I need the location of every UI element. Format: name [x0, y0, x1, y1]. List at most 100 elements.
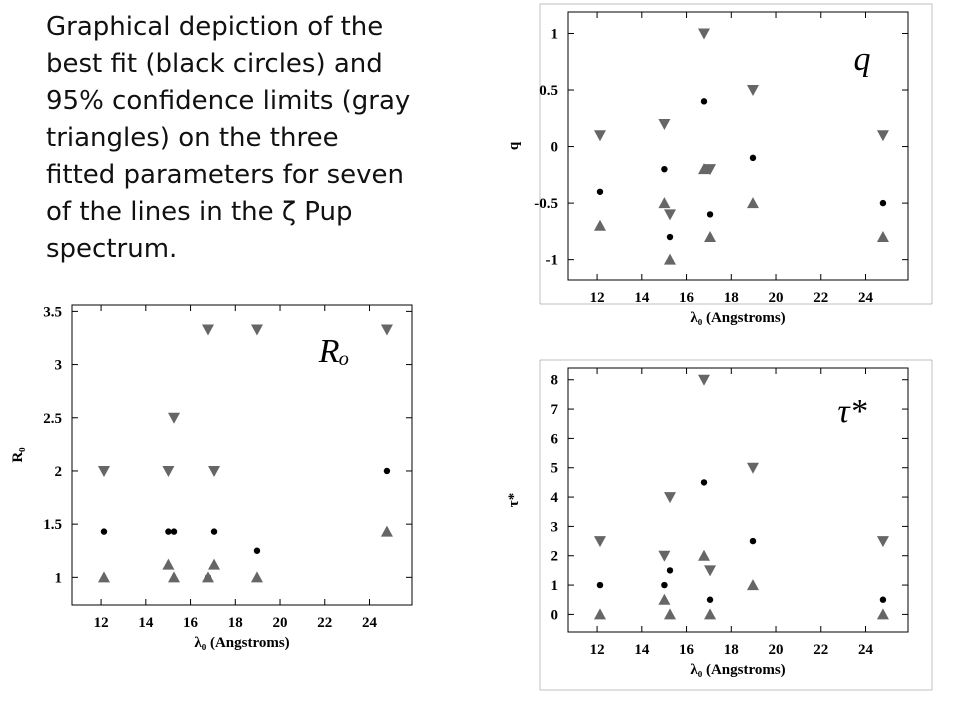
y-tick-label: 0	[551, 607, 559, 623]
upper-limit-point	[664, 209, 676, 221]
y-tick-label: 1.5	[43, 517, 62, 533]
lower-limit-point	[380, 525, 393, 537]
x-axis-label: λ₀ (Angstroms)	[690, 662, 785, 678]
best-fit-point	[666, 567, 674, 574]
caption-line: Graphical depiction of the	[46, 12, 383, 42]
y-tick-label: 6	[551, 431, 559, 447]
upper-limit-point	[704, 565, 717, 577]
upper-limit-point	[162, 465, 175, 477]
upper-limit-point	[746, 85, 759, 97]
lower-limit-point	[876, 231, 889, 243]
x-tick-label: 20	[273, 615, 288, 631]
lower-limit-point	[250, 571, 263, 583]
best-fit-point	[700, 98, 708, 105]
best-fit-point	[210, 528, 218, 535]
caption-line: 95% confidence limits (gray	[46, 86, 410, 116]
upper-limit-point	[202, 324, 214, 336]
best-fit-point	[253, 547, 261, 554]
caption: Graphical depiction of the best fit (bla…	[46, 12, 410, 264]
y-axis-label: τ*	[506, 493, 522, 507]
lower-limit-point	[746, 579, 759, 591]
best-fit-point	[661, 581, 668, 589]
x-tick-label: 12	[94, 615, 109, 631]
best-fit-point	[700, 479, 708, 486]
upper-limit-point	[168, 412, 180, 424]
x-tick-label: 22	[813, 642, 828, 658]
annotation: Rₒ	[318, 333, 349, 370]
x-tick-label: 18	[724, 642, 739, 658]
best-fit-point	[879, 596, 887, 603]
lower-limit-point	[208, 558, 221, 570]
best-fit-point	[100, 528, 108, 535]
y-tick-label: 4	[551, 490, 559, 506]
figure-frame	[539, 3, 933, 305]
best-fit-point	[661, 165, 668, 173]
lower-limit-point	[704, 231, 717, 243]
lower-limit-point	[746, 197, 759, 209]
lower-limit-point	[664, 608, 676, 620]
caption-line: best fit (black circles) and	[46, 49, 383, 79]
chart: 1 0.5 0 -0.5 -1 12 14 16 18 20 22 24 λ₀ (Angstroms) q…	[506, 3, 933, 326]
x-tick-label: 18	[724, 290, 739, 306]
figure-frame	[539, 359, 933, 691]
caption-line: spectrum.	[46, 234, 177, 264]
chart: 3.5 3 2.5 2 1.5 1 12 14 16 18 20 22 24 λ₀ (Angstroms)…	[10, 304, 413, 651]
x-tick-label: 22	[813, 290, 828, 306]
lower-limit-point	[876, 608, 889, 620]
upper-limit-point	[593, 536, 606, 548]
x-tick-label: 14	[634, 290, 650, 306]
x-tick-label: 20	[769, 290, 784, 306]
lower-limit-point	[97, 571, 110, 583]
caption-line: of the lines in the ζ Pup	[46, 197, 353, 227]
upper-limit-point	[876, 536, 889, 548]
lower-limit-point	[658, 197, 671, 209]
y-tick-label: -0.5	[534, 196, 558, 212]
y-tick-label: 1	[551, 26, 559, 42]
best-fit-point	[879, 199, 887, 207]
best-fit-point	[749, 537, 757, 545]
x-tick-label: 22	[317, 615, 332, 631]
lower-limit-point	[658, 593, 671, 605]
upper-limit-point	[208, 465, 221, 477]
lower-limit-point	[698, 163, 710, 175]
upper-limit-point	[876, 130, 889, 142]
annotation: q	[854, 41, 871, 78]
best-fit-point	[170, 528, 178, 535]
upper-limit-point	[704, 164, 717, 176]
y-tick-label: 3	[55, 358, 63, 374]
y-tick-label: 2.5	[43, 411, 62, 427]
x-tick-label: 14	[634, 642, 650, 658]
lower-limit-point	[704, 608, 717, 620]
x-tick-label: 24	[858, 290, 874, 306]
y-tick-label: 3	[551, 519, 559, 535]
lower-limit-point	[698, 549, 710, 561]
x-axis-label: λ₀ (Angstroms)	[690, 310, 785, 326]
plot-frame	[567, 11, 909, 281]
upper-limit-point	[593, 130, 606, 142]
y-tick-label: 2	[551, 549, 559, 565]
x-axis-label: λ₀ (Angstroms)	[194, 635, 289, 651]
y-tick-label: 5	[551, 461, 559, 477]
y-axis-label: R₀	[10, 447, 26, 463]
lower-limit-point	[593, 608, 606, 620]
y-tick-label: 8	[551, 373, 559, 389]
x-tick-label: 20	[769, 642, 784, 658]
best-fit-point	[666, 233, 674, 241]
x-tick-label: 18	[228, 615, 243, 631]
y-tick-label: 0.5	[539, 83, 558, 99]
y-tick-label: 3.5	[43, 304, 62, 320]
best-fit-point	[706, 211, 714, 218]
upper-limit-point	[698, 374, 710, 386]
best-fit-point	[706, 596, 714, 603]
x-tick-label: 12	[590, 290, 605, 306]
y-axis-label: q	[506, 141, 522, 150]
y-tick-label: 1	[551, 578, 559, 594]
best-fit-point	[165, 528, 172, 535]
best-fit-point	[383, 467, 391, 475]
upper-limit-point	[97, 465, 110, 477]
lower-limit-point	[162, 558, 175, 570]
upper-limit-point	[380, 324, 393, 336]
